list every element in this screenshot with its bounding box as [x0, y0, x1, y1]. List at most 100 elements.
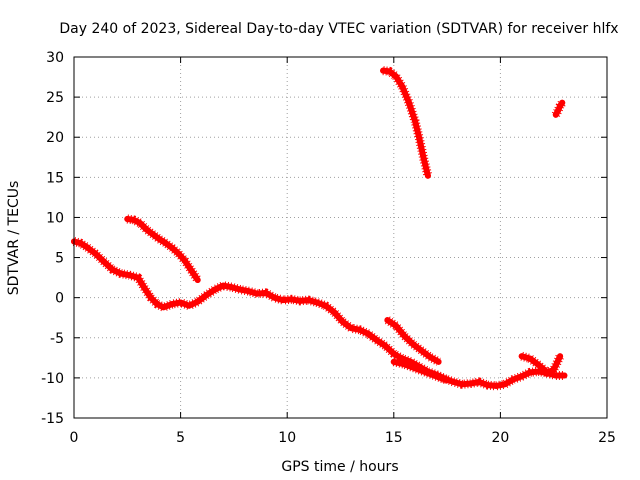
data-point-main	[373, 337, 380, 344]
data-point-main	[279, 297, 286, 304]
x-tick-label: 10	[278, 430, 296, 446]
data-point-arc-early	[188, 267, 195, 274]
data-point-main	[476, 378, 483, 385]
data-point-main	[390, 350, 397, 357]
frame-layer	[73, 56, 608, 419]
data-point-main	[100, 258, 107, 265]
data-point-arc-high	[420, 155, 427, 162]
plot-frame	[73, 56, 608, 419]
data-point-main	[467, 380, 474, 387]
x-tick-label: 5	[176, 430, 185, 446]
data-point-arc-lower	[433, 373, 440, 380]
data-point-arc-late	[559, 99, 566, 106]
x-axis-label: GPS time / hours	[281, 459, 398, 475]
data-point-arc-high	[424, 172, 431, 179]
data-point-main	[117, 270, 124, 277]
data-point-main	[484, 382, 491, 389]
data-point-main	[314, 299, 321, 306]
data-point-main	[493, 382, 500, 389]
data-point-main	[211, 286, 218, 293]
data-point-arc-lower	[444, 377, 451, 384]
y-tick-label: 30	[46, 50, 64, 66]
data-point-arc-high	[399, 83, 406, 90]
series-jitter-main	[72, 237, 565, 391]
y-tick-label: 10	[46, 210, 64, 226]
data-point-arc-tail	[535, 362, 542, 369]
data-point-main	[203, 292, 210, 299]
data-point-main	[126, 272, 133, 279]
data-point-main	[348, 325, 355, 332]
series-jitter-arc-early	[126, 214, 202, 283]
data-point-main	[194, 298, 201, 305]
data-point-arc-lower	[390, 358, 397, 365]
data-point-arc-early	[169, 244, 176, 251]
series-jitter-arc-high	[382, 66, 433, 177]
data-point-arc-early	[130, 216, 137, 223]
data-point-arc-early	[137, 220, 144, 227]
y-axis-label: SDTVAR / TECUs	[6, 181, 22, 296]
y-tick-label: 25	[46, 90, 64, 106]
data-point-main	[510, 376, 517, 383]
data-point-main	[245, 288, 252, 295]
data-point-main	[147, 294, 154, 301]
data-point-arc-early	[149, 231, 156, 238]
data-point-main	[331, 309, 338, 316]
data-point-arc-high	[380, 67, 387, 74]
tick-layer: 0 5 10 15 20 25 -15 -10 -5 0 5 10 15 20 25 30	[41, 50, 616, 446]
data-point-main	[459, 381, 466, 388]
chart-title: Day 240 of 2023, Sidereal Day-to-day VTE…	[59, 21, 618, 37]
data-point-main	[501, 381, 508, 388]
data-point-main	[141, 285, 148, 292]
x-tick-label: 15	[385, 430, 403, 446]
data-point-arc-lower	[422, 369, 429, 376]
data-point-arc-early	[175, 250, 182, 257]
data-point-arc-early	[162, 240, 169, 247]
data-point-arc-tail	[544, 369, 551, 376]
series-layer	[71, 66, 568, 391]
data-point-main	[92, 250, 99, 257]
series-line-main	[71, 238, 568, 389]
data-point-arc-mid	[392, 322, 399, 329]
data-point-main	[154, 301, 161, 308]
data-point-main	[382, 342, 389, 349]
data-point-arc-mid	[427, 354, 434, 361]
data-point-main	[288, 296, 295, 303]
data-point-main	[177, 299, 184, 306]
data-point-arc-lower	[401, 361, 408, 368]
data-point-arc-mid	[401, 333, 408, 340]
data-point-arc-mid	[384, 317, 391, 324]
y-tick-label: -5	[50, 331, 64, 347]
data-point-main	[271, 294, 278, 301]
data-point-main	[77, 240, 84, 247]
data-point-main	[169, 301, 176, 308]
data-point-main	[356, 326, 363, 333]
data-point-main	[305, 297, 312, 304]
data-point-main	[254, 290, 261, 297]
data-point-arc-high	[405, 98, 412, 105]
data-point-main	[109, 266, 116, 273]
data-point-arc-tail	[518, 353, 525, 360]
y-tick-label: -10	[41, 371, 64, 387]
y-tick-label: 0	[55, 291, 64, 307]
data-point-main	[527, 369, 534, 376]
y-tick-label: 5	[55, 251, 64, 267]
x-tick-label: 0	[70, 430, 79, 446]
data-point-main	[134, 274, 141, 281]
data-point-main	[450, 378, 457, 385]
data-point-arc-tail	[557, 353, 564, 360]
data-point-main	[186, 302, 193, 309]
data-point-arc-high	[416, 135, 423, 142]
series-line-arc-early	[124, 216, 201, 283]
data-point-arc-tail	[527, 355, 534, 362]
data-point-arc-early	[194, 277, 201, 284]
data-point-arc-late	[554, 107, 561, 114]
data-point-main	[228, 284, 235, 291]
y-tick-label: -15	[41, 411, 64, 427]
data-point-main	[365, 330, 372, 337]
data-point-arc-early	[181, 257, 188, 264]
data-point-arc-mid	[435, 358, 442, 365]
data-point-main	[561, 372, 568, 379]
data-point-main	[220, 282, 227, 289]
data-point-main	[322, 302, 329, 309]
